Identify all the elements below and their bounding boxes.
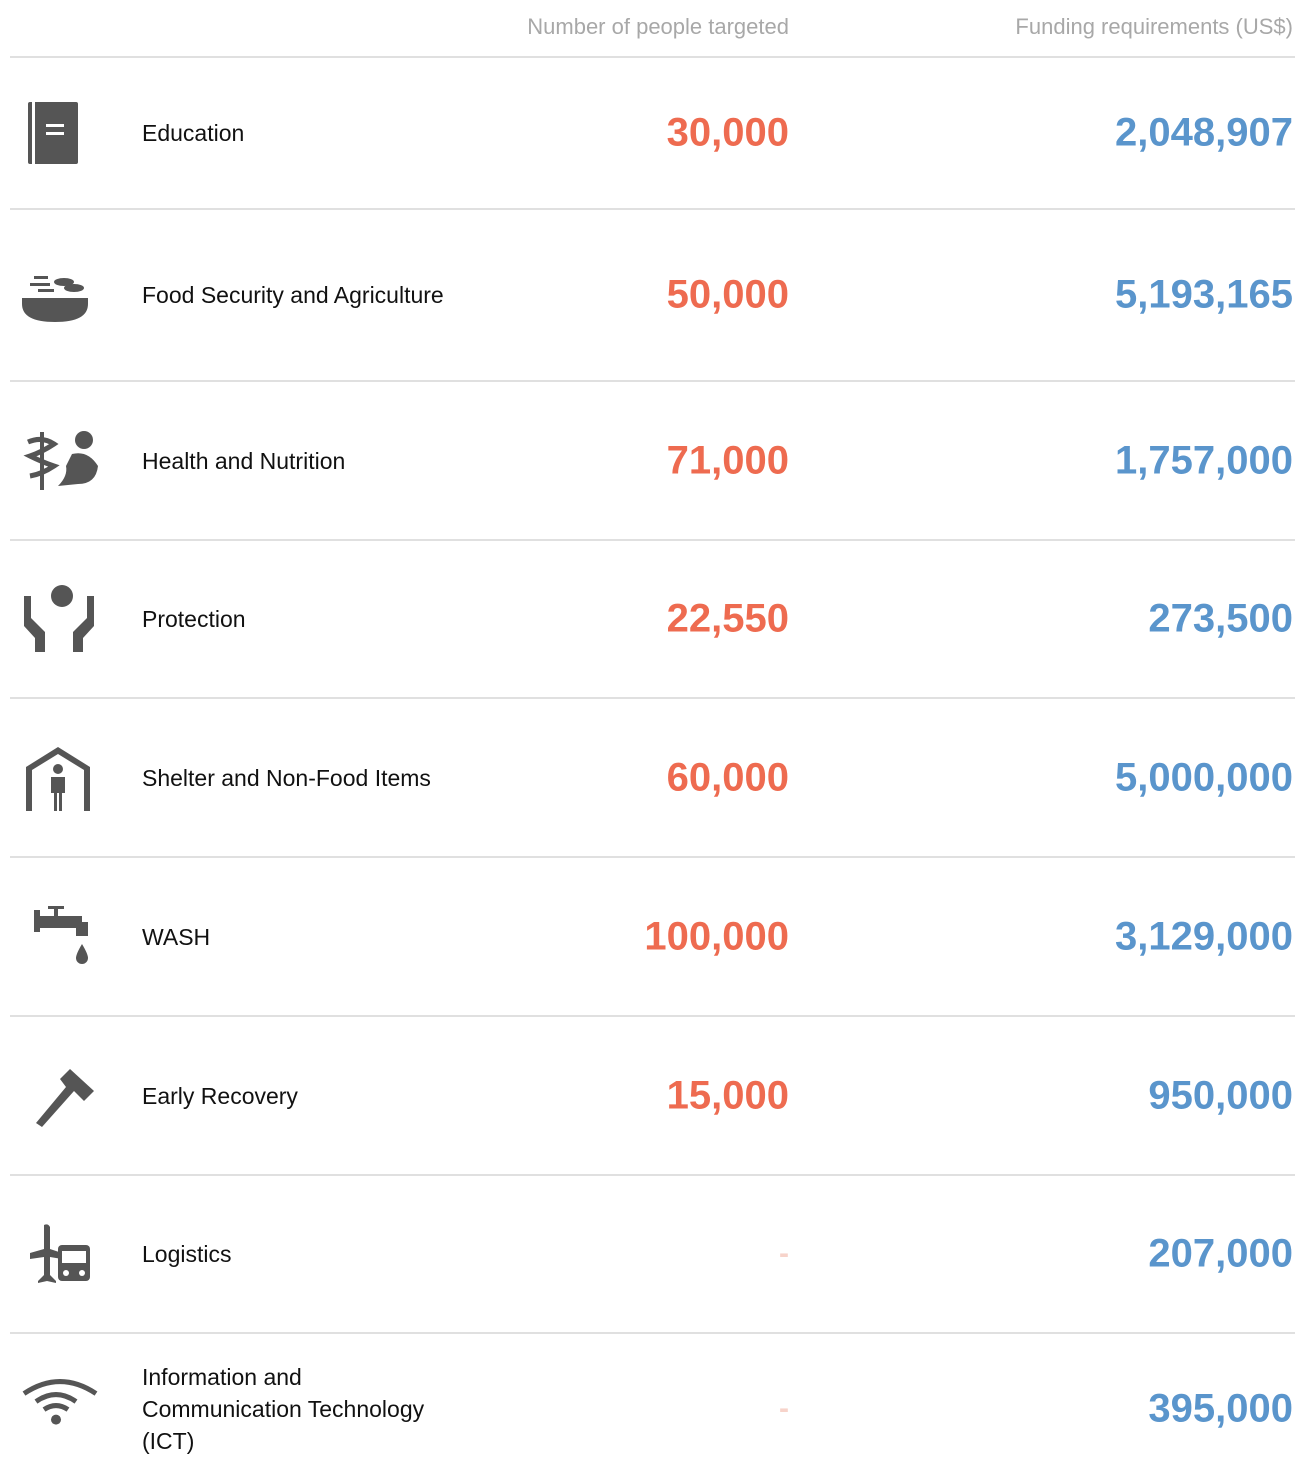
sector-label: Logistics xyxy=(142,1241,232,1267)
early-recovery-icon xyxy=(36,1068,94,1127)
table-row: Food Security and Agriculture 50,000 5,1… xyxy=(10,210,1295,382)
header-people: Number of people targeted xyxy=(527,14,789,39)
wash-icon xyxy=(34,905,88,964)
education-icon xyxy=(28,102,78,164)
sector-label: WASH xyxy=(142,923,211,950)
shelter-icon xyxy=(26,746,90,811)
people-value: 30,000 xyxy=(666,110,789,155)
sector-label: Shelter and Non-Food Items xyxy=(142,764,431,791)
funding-value: 207,000 xyxy=(1148,1231,1293,1276)
people-value: 50,000 xyxy=(666,272,789,317)
sector-label: Food Security and Agriculture xyxy=(142,282,444,308)
table-row: WASH 100,000 3,129,000 xyxy=(10,858,1295,1017)
people-value: 60,000 xyxy=(666,755,789,799)
funding-value: 3,129,000 xyxy=(1115,914,1293,958)
protection-icon xyxy=(24,585,94,652)
people-value: 15,000 xyxy=(666,1073,789,1117)
logistics-icon xyxy=(30,1224,90,1283)
table-row: Logistics - 207,000 xyxy=(10,1176,1295,1334)
funding-value: 273,500 xyxy=(1148,596,1293,641)
people-value: 71,000 xyxy=(666,438,789,482)
ict-icon xyxy=(22,1378,98,1425)
funding-value: 5,000,000 xyxy=(1115,755,1293,799)
health-icon xyxy=(23,430,98,490)
people-value: 22,550 xyxy=(666,596,789,641)
sector-label: Education xyxy=(142,120,245,146)
sector-label: Protection xyxy=(142,606,246,632)
table-row: Health and Nutrition 71,000 1,757,000 xyxy=(10,382,1295,541)
table-row: Information and Communication Technology… xyxy=(10,1334,1295,1483)
people-value: - xyxy=(779,1237,789,1270)
sector-label: Information and Communication Technology… xyxy=(142,1363,425,1454)
sector-label: Health and Nutrition xyxy=(142,447,346,474)
funding-value: 1,757,000 xyxy=(1115,438,1293,482)
funding-value: 5,193,165 xyxy=(1115,272,1293,317)
table-row: Early Recovery 15,000 950,000 xyxy=(10,1017,1295,1176)
funding-value: 2,048,907 xyxy=(1115,110,1293,155)
funding-value: 395,000 xyxy=(1148,1386,1293,1430)
funding-value: 950,000 xyxy=(1148,1073,1293,1117)
table-row: Education 30,000 2,048,907 xyxy=(10,58,1295,210)
people-value: - xyxy=(779,1391,789,1425)
table-header: Number of people targeted Funding requir… xyxy=(10,0,1295,58)
header-funding: Funding requirements (US$) xyxy=(1015,14,1293,39)
sector-label: Early Recovery xyxy=(142,1082,298,1109)
food-icon xyxy=(22,276,88,322)
table-row: Shelter and Non-Food Items 60,000 5,000,… xyxy=(10,699,1295,858)
table-row: Protection 22,550 273,500 xyxy=(10,541,1295,699)
people-value: 100,000 xyxy=(644,914,789,958)
